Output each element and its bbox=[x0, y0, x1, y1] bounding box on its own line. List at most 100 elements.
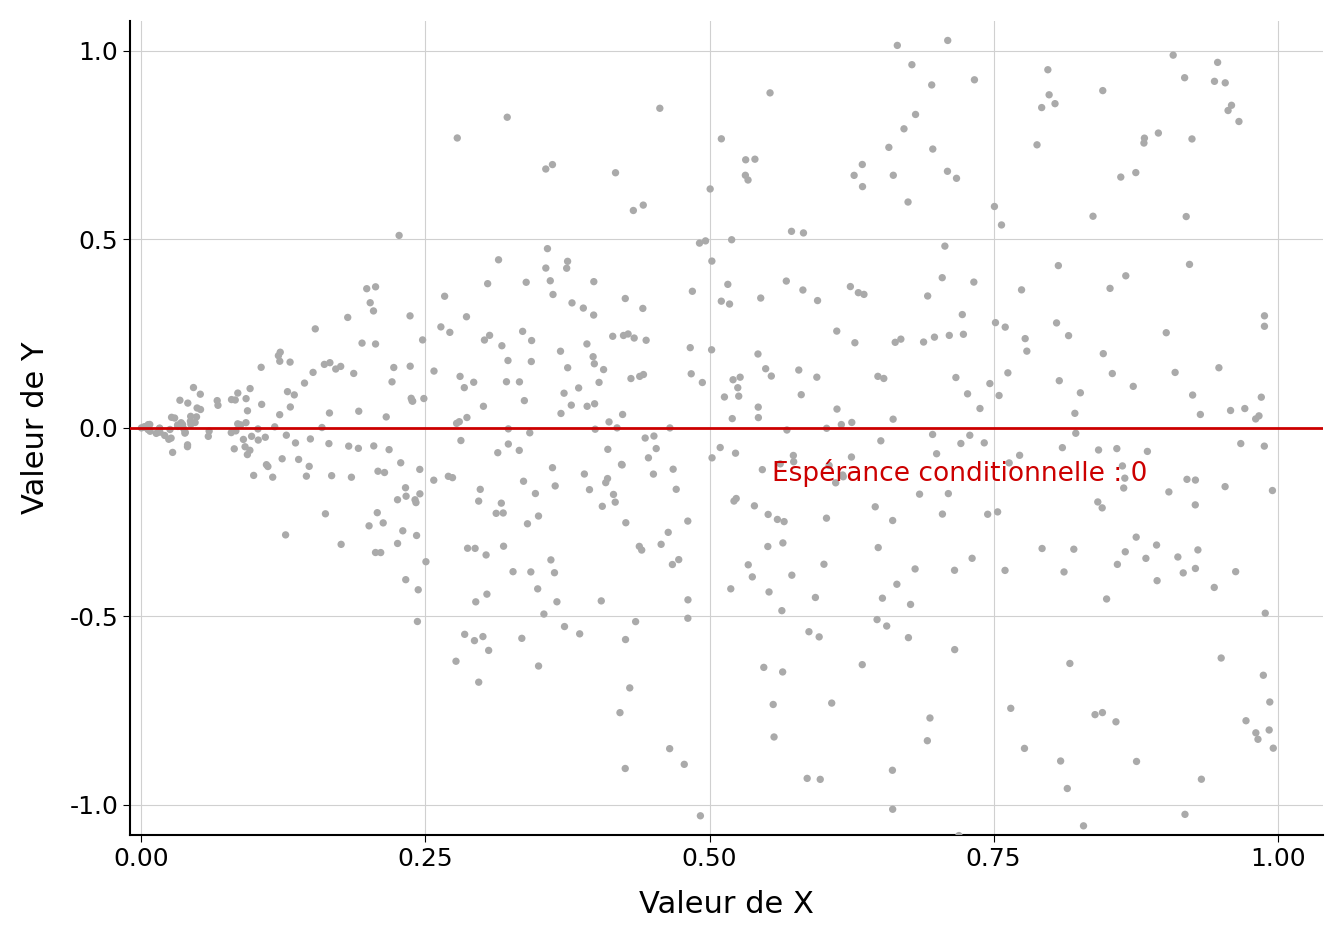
Point bbox=[777, 0, 798, 9]
Point bbox=[255, 457, 277, 472]
Point bbox=[1250, 390, 1271, 405]
Point bbox=[185, 409, 207, 424]
Point bbox=[953, 327, 974, 342]
Point bbox=[472, 629, 493, 644]
Point bbox=[781, 224, 802, 239]
Y-axis label: Valeur de Y: Valeur de Y bbox=[22, 341, 50, 514]
Point bbox=[1163, 48, 1184, 63]
Point bbox=[1184, 473, 1206, 488]
Point bbox=[583, 307, 605, 322]
Point bbox=[233, 431, 254, 446]
Point bbox=[469, 482, 491, 497]
Point bbox=[285, 435, 306, 450]
Point bbox=[387, 493, 409, 508]
Point bbox=[405, 493, 426, 508]
Point bbox=[689, 808, 711, 823]
Point bbox=[1176, 209, 1198, 224]
Point bbox=[630, 542, 652, 557]
Point bbox=[677, 592, 699, 607]
Point bbox=[237, 447, 258, 462]
Point bbox=[1218, 103, 1239, 118]
Point bbox=[1091, 500, 1113, 515]
Point bbox=[750, 290, 771, 306]
Point bbox=[738, 557, 759, 572]
Point bbox=[1059, 656, 1081, 671]
Point bbox=[542, 461, 563, 476]
Point bbox=[167, 419, 188, 434]
Point bbox=[528, 509, 550, 524]
Point bbox=[761, 368, 782, 384]
Point bbox=[199, 424, 220, 439]
Point bbox=[535, 162, 556, 177]
Point bbox=[450, 433, 472, 448]
Point bbox=[625, 614, 646, 629]
Point bbox=[688, 236, 710, 251]
Point bbox=[1245, 726, 1266, 741]
Point bbox=[751, 462, 773, 478]
Point bbox=[612, 458, 633, 473]
Point bbox=[556, 254, 578, 269]
Point bbox=[492, 506, 513, 521]
Point bbox=[550, 406, 571, 421]
Point bbox=[402, 394, 423, 409]
Point bbox=[367, 505, 388, 520]
Point bbox=[485, 506, 507, 521]
Point bbox=[870, 433, 891, 448]
Point bbox=[372, 515, 394, 530]
Point bbox=[1262, 483, 1284, 498]
Point bbox=[180, 414, 202, 429]
Point bbox=[446, 131, 468, 146]
Point bbox=[175, 425, 196, 440]
Point bbox=[406, 528, 427, 543]
Point bbox=[1215, 75, 1236, 90]
Point bbox=[1111, 459, 1133, 474]
Point bbox=[1013, 741, 1035, 756]
Point bbox=[521, 333, 543, 348]
Point bbox=[1038, 62, 1059, 77]
Point bbox=[827, 401, 848, 416]
Point bbox=[711, 293, 732, 308]
Point bbox=[1117, 883, 1138, 898]
Point bbox=[491, 338, 512, 353]
Point bbox=[1254, 308, 1275, 323]
Point bbox=[762, 697, 784, 712]
Point bbox=[644, 429, 665, 444]
Point bbox=[520, 564, 542, 579]
Point bbox=[973, 435, 995, 450]
Point bbox=[1254, 439, 1275, 454]
Point bbox=[964, 274, 985, 290]
Point bbox=[743, 498, 765, 513]
Point bbox=[945, 370, 966, 385]
Point bbox=[579, 482, 601, 497]
Point bbox=[176, 439, 198, 454]
Point bbox=[220, 425, 242, 440]
Point bbox=[1093, 83, 1114, 98]
Point bbox=[302, 365, 324, 380]
Point bbox=[513, 474, 535, 489]
Point bbox=[898, 195, 919, 210]
Point bbox=[1070, 385, 1091, 400]
Point bbox=[556, 260, 578, 275]
Point bbox=[449, 415, 470, 430]
Point bbox=[747, 347, 769, 362]
Point bbox=[134, 419, 156, 434]
Point bbox=[668, 552, 689, 567]
Point bbox=[1136, 551, 1157, 566]
Point bbox=[1095, 591, 1117, 606]
Point bbox=[645, 441, 667, 456]
Point bbox=[758, 507, 780, 522]
Point bbox=[909, 487, 930, 502]
Point bbox=[757, 539, 778, 554]
Point bbox=[614, 761, 636, 776]
Point bbox=[1262, 741, 1284, 756]
Point bbox=[1091, 705, 1113, 720]
Point bbox=[724, 446, 746, 461]
Point bbox=[624, 331, 645, 346]
Point bbox=[496, 374, 517, 389]
Point bbox=[516, 516, 538, 531]
Point bbox=[937, 33, 958, 48]
Point bbox=[1207, 55, 1228, 70]
Point bbox=[747, 400, 769, 415]
Point bbox=[145, 426, 167, 441]
Point bbox=[512, 324, 534, 339]
